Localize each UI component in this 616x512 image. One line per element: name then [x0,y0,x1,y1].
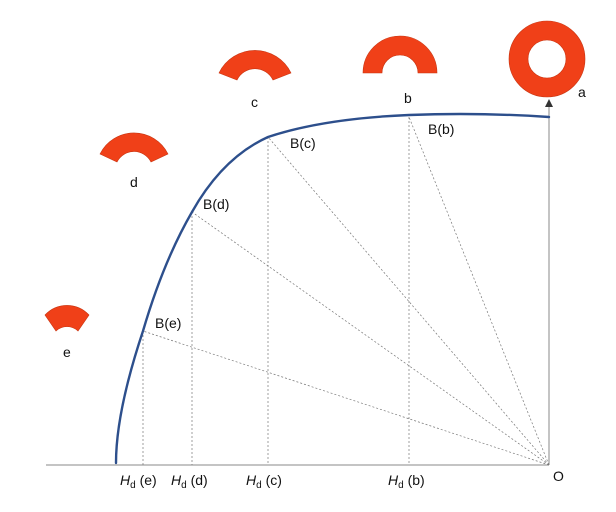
load-line-d [191,211,550,466]
axis-label-hd-e: Hd (e) [120,472,157,491]
origin-label: O [553,468,564,484]
point-label-b: B(b) [428,121,454,137]
load-line-c [267,136,550,466]
magnet-ring-shape-a [508,20,586,98]
point-label-d: B(d) [203,196,229,212]
demagnetization-curve [114,112,551,465]
shape-label-e: e [63,344,71,360]
magnet-ring-icon [508,20,586,98]
shape-label-d: d [130,174,138,190]
point-label-c: B(c) [290,135,316,151]
axis-label-hd-c: Hd (c) [246,472,282,491]
shape-label-a: a [578,84,586,100]
magnet-arc-icon [44,305,90,332]
magnet-arc-shape-b [362,35,438,74]
axis-label-hd-b: Hd (b) [388,472,425,491]
magnet-arc-shape-d [99,132,169,163]
magnet-arc-icon [99,132,169,163]
magnet-half-ring-icon [362,35,438,74]
magnet-arc-shape-e [44,305,90,332]
magnet-arc-shape-c [218,50,292,81]
magnet-arc-icon [218,50,292,81]
load-line-b [408,116,550,466]
load-line-e [142,330,550,466]
point-label-e: B(e) [155,315,181,331]
axis-label-hd-d: Hd (d) [171,472,208,491]
shape-label-c: c [251,94,258,110]
shape-label-b: b [404,90,412,106]
